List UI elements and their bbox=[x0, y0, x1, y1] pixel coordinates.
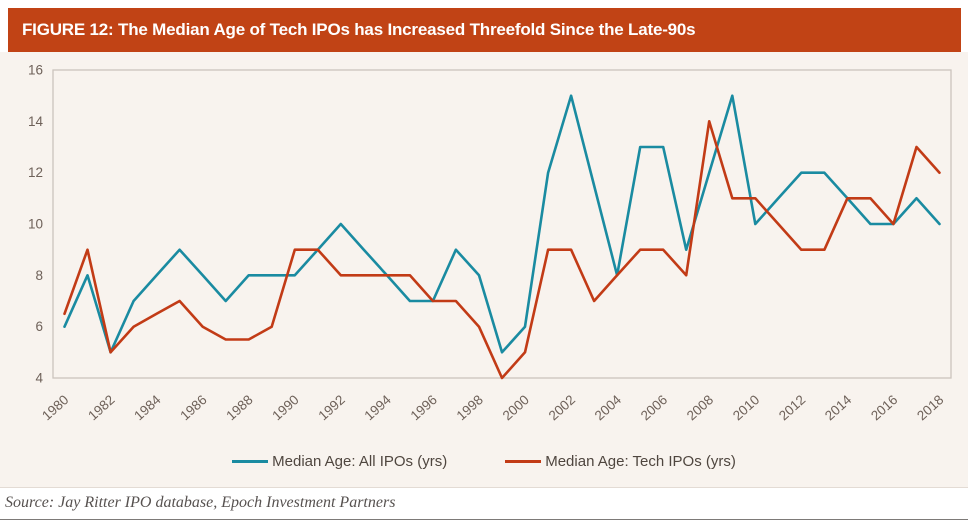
y-axis-label: 6 bbox=[35, 319, 43, 334]
all-ipos-line bbox=[63, 94, 941, 354]
y-axis-label: 10 bbox=[28, 217, 43, 232]
tech-ipos-line bbox=[63, 120, 941, 380]
all-ipos-line-swatch bbox=[232, 459, 269, 463]
x-axis-label: 2018 bbox=[914, 392, 946, 423]
figure-title: FIGURE 12: The Median Age of Tech IPOs h… bbox=[22, 20, 696, 39]
x-axis-label: 1992 bbox=[315, 392, 347, 423]
y-axis-label: 12 bbox=[28, 165, 43, 180]
x-axis-label: 2004 bbox=[592, 392, 625, 424]
x-axis-label: 2000 bbox=[500, 392, 532, 423]
legend-label-all-ipos: Median Age: All IPOs (yrs) bbox=[272, 452, 448, 470]
legend-label-tech-ipos: Median Age: Tech IPOs (yrs) bbox=[545, 452, 736, 470]
x-axis-label: 2012 bbox=[776, 392, 808, 423]
plot-area-border bbox=[52, 69, 952, 379]
x-axis-label: 1996 bbox=[408, 392, 440, 423]
figure-title-bar: FIGURE 12: The Median Age of Tech IPOs h… bbox=[8, 8, 961, 52]
y-axis-label: 4 bbox=[35, 371, 43, 386]
x-axis-label: 1990 bbox=[269, 392, 301, 423]
chart-panel: 4 6 8 10 12 14 16 1980 1982 1984 1986 1988 1990 1992 1… bbox=[0, 52, 968, 488]
x-axis-label: 1994 bbox=[362, 392, 395, 424]
x-axis-label: 2008 bbox=[684, 392, 716, 423]
x-axis-label: 1988 bbox=[223, 392, 255, 423]
y-axis-label: 16 bbox=[28, 63, 43, 78]
source-text: Source: Jay Ritter IPO database, Epoch I… bbox=[5, 494, 396, 511]
x-axis-label: 2014 bbox=[822, 392, 855, 424]
x-axis-label: 2002 bbox=[546, 392, 578, 423]
legend-item-all-ipos: Median Age: All IPOs (yrs) bbox=[232, 453, 447, 470]
x-axis-label: 1998 bbox=[454, 392, 486, 423]
tech-ipos-line-swatch bbox=[505, 459, 542, 463]
x-axis-label: 1982 bbox=[85, 392, 117, 423]
y-axis-label: 14 bbox=[28, 114, 44, 129]
bottom-divider bbox=[0, 519, 968, 520]
x-axis-label: 2010 bbox=[730, 392, 762, 423]
line-chart: 4 6 8 10 12 14 16 1980 1982 1984 1986 1988 1990 1992 1… bbox=[28, 63, 952, 424]
x-axis-label: 2016 bbox=[868, 392, 900, 423]
legend-item-tech-ipos: Median Age: Tech IPOs (yrs) bbox=[505, 453, 736, 470]
x-axis-label: 2006 bbox=[638, 392, 670, 423]
chart-legend: Median Age: All IPOs (yrs) Median Age: T… bbox=[0, 446, 968, 476]
x-axis-label: 1984 bbox=[131, 392, 164, 424]
y-axis-label: 8 bbox=[35, 268, 43, 283]
x-axis-label: 1986 bbox=[177, 392, 209, 423]
x-axis-label: 1980 bbox=[39, 392, 71, 423]
